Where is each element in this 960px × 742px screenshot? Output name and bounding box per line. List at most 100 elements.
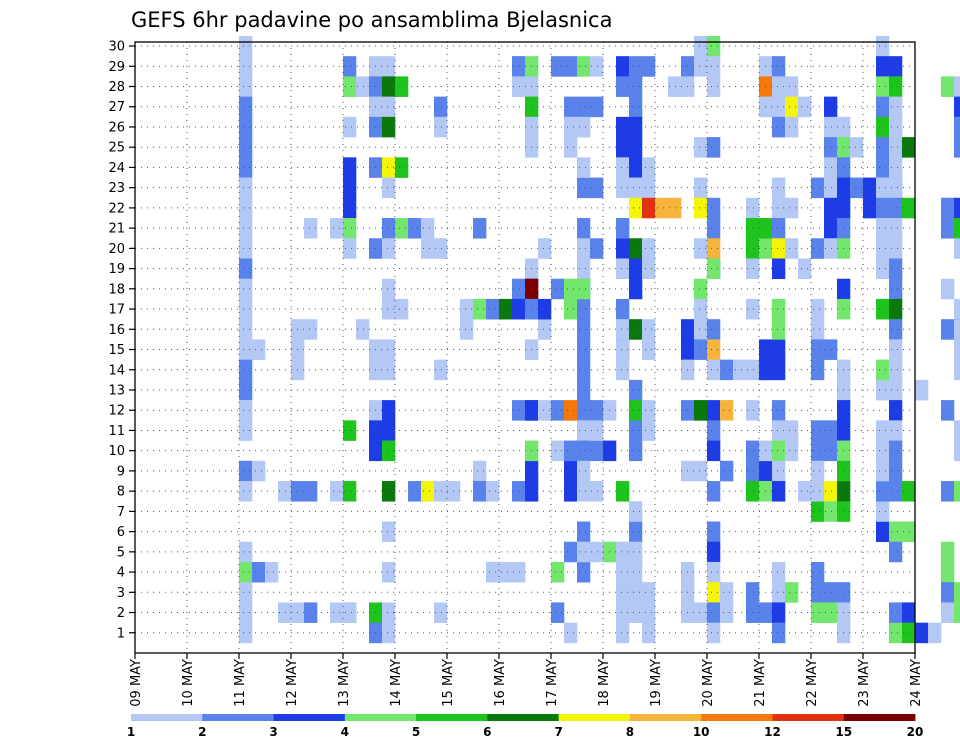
heatmap-cell bbox=[954, 582, 960, 603]
y-axis: 1234567891011121314151617181920212223242… bbox=[108, 40, 135, 641]
legend-label: 2 bbox=[198, 725, 206, 739]
heatmap-cell bbox=[473, 481, 487, 502]
heatmap-cell bbox=[629, 319, 643, 340]
heatmap-cell bbox=[473, 298, 487, 320]
heatmap-cell bbox=[876, 521, 890, 543]
heatmap-cell bbox=[824, 218, 838, 239]
heatmap-cell bbox=[629, 238, 643, 259]
heatmap-cell bbox=[577, 460, 591, 482]
heatmap-cell bbox=[343, 157, 357, 178]
heatmap-cell bbox=[642, 602, 656, 623]
heatmap-cell bbox=[486, 561, 500, 583]
legend-swatch bbox=[701, 714, 773, 721]
heatmap-cell bbox=[564, 96, 578, 118]
x-tick-label: 23 MAY bbox=[857, 659, 872, 707]
y-tick-label: 7 bbox=[117, 505, 125, 520]
y-tick-label: 11 bbox=[108, 424, 125, 439]
heatmap-cell bbox=[694, 35, 708, 57]
heatmap-cell bbox=[798, 481, 812, 502]
heatmap-cell bbox=[876, 379, 890, 401]
heatmap-cell bbox=[746, 602, 760, 623]
legend-swatch bbox=[487, 714, 560, 721]
heatmap-cell bbox=[512, 561, 526, 583]
heatmap-cell bbox=[785, 238, 799, 259]
heatmap-cell bbox=[629, 177, 643, 199]
heatmap-cell bbox=[707, 521, 721, 543]
heatmap-cell bbox=[551, 602, 565, 623]
heatmap-cell bbox=[772, 561, 786, 583]
heatmap-cell bbox=[421, 218, 435, 239]
heatmap-cell bbox=[382, 602, 396, 623]
heatmap-cell bbox=[863, 197, 877, 219]
heatmap-cell bbox=[473, 218, 487, 239]
heatmap-cell bbox=[694, 278, 708, 300]
heatmap-cell bbox=[629, 137, 643, 158]
heatmap-cell bbox=[850, 137, 864, 158]
heatmap-cell bbox=[343, 238, 357, 259]
heatmap-cell bbox=[577, 157, 591, 178]
heatmap-cell bbox=[772, 622, 786, 644]
heatmap-cell bbox=[694, 400, 708, 421]
heatmap-cell bbox=[512, 298, 526, 320]
x-tick-label: 11 MAY bbox=[233, 659, 248, 707]
heatmap-cell bbox=[343, 177, 357, 199]
heatmap-cell bbox=[746, 218, 760, 239]
heatmap-cell bbox=[798, 96, 812, 118]
heatmap-cell bbox=[668, 76, 682, 97]
heatmap-cell bbox=[239, 420, 253, 441]
heatmap-cell bbox=[746, 481, 760, 502]
heatmap-cell bbox=[954, 298, 960, 320]
heatmap-cell bbox=[889, 602, 903, 623]
y-tick-label: 17 bbox=[108, 303, 125, 318]
heatmap-cell bbox=[304, 602, 318, 623]
heatmap-cell bbox=[720, 582, 734, 603]
heatmap-cell bbox=[746, 238, 760, 259]
heatmap-cell bbox=[902, 137, 916, 158]
heatmap-cell bbox=[772, 258, 786, 280]
heatmap-cell bbox=[876, 137, 890, 158]
heatmap-cell bbox=[551, 56, 565, 77]
heatmap-cell bbox=[577, 379, 591, 401]
y-tick-label: 23 bbox=[108, 181, 125, 196]
heatmap-cell bbox=[629, 258, 643, 280]
heatmap-cell bbox=[772, 400, 786, 421]
heatmap-cell bbox=[304, 218, 318, 239]
legend-label: 6 bbox=[483, 725, 491, 739]
heatmap-cell bbox=[889, 359, 903, 381]
heatmap-cell bbox=[954, 339, 960, 360]
heatmap-cell bbox=[642, 238, 656, 259]
legend-swatch bbox=[416, 714, 488, 721]
legend-swatch bbox=[202, 714, 274, 721]
heatmap-cell bbox=[876, 420, 890, 441]
heatmap-cell bbox=[811, 440, 825, 462]
heatmap-cell bbox=[876, 501, 890, 522]
legend-label: 10 bbox=[693, 725, 710, 739]
heatmap-cell bbox=[746, 359, 760, 381]
heatmap-cell bbox=[746, 582, 760, 603]
heatmap-cell bbox=[590, 481, 604, 502]
heatmap-cell bbox=[811, 177, 825, 199]
heatmap-cell bbox=[382, 359, 396, 381]
x-tick-label: 24 MAY bbox=[909, 659, 924, 707]
heatmap-cell bbox=[746, 258, 760, 280]
heatmap-cell bbox=[642, 319, 656, 340]
heatmap-cell bbox=[824, 420, 838, 441]
heatmap-cell bbox=[356, 76, 370, 97]
heatmap-cell bbox=[577, 96, 591, 118]
heatmap-cell bbox=[590, 96, 604, 118]
heatmap-cell bbox=[824, 481, 838, 502]
heatmap-cell bbox=[889, 76, 903, 97]
heatmap-cell bbox=[616, 602, 630, 623]
heatmap-cell bbox=[616, 238, 630, 259]
heatmap-cell bbox=[239, 76, 253, 97]
heatmap-cell bbox=[252, 561, 266, 583]
heatmap-cell bbox=[551, 278, 565, 300]
heatmap-cell bbox=[642, 56, 656, 77]
heatmap-cell bbox=[538, 400, 552, 421]
heatmap-cell bbox=[239, 339, 253, 360]
legend-label: 5 bbox=[412, 725, 420, 739]
heatmap-cell bbox=[460, 298, 474, 320]
heatmap-cell bbox=[382, 96, 396, 118]
legend-label: 20 bbox=[907, 725, 924, 739]
heatmap-cell bbox=[798, 258, 812, 280]
